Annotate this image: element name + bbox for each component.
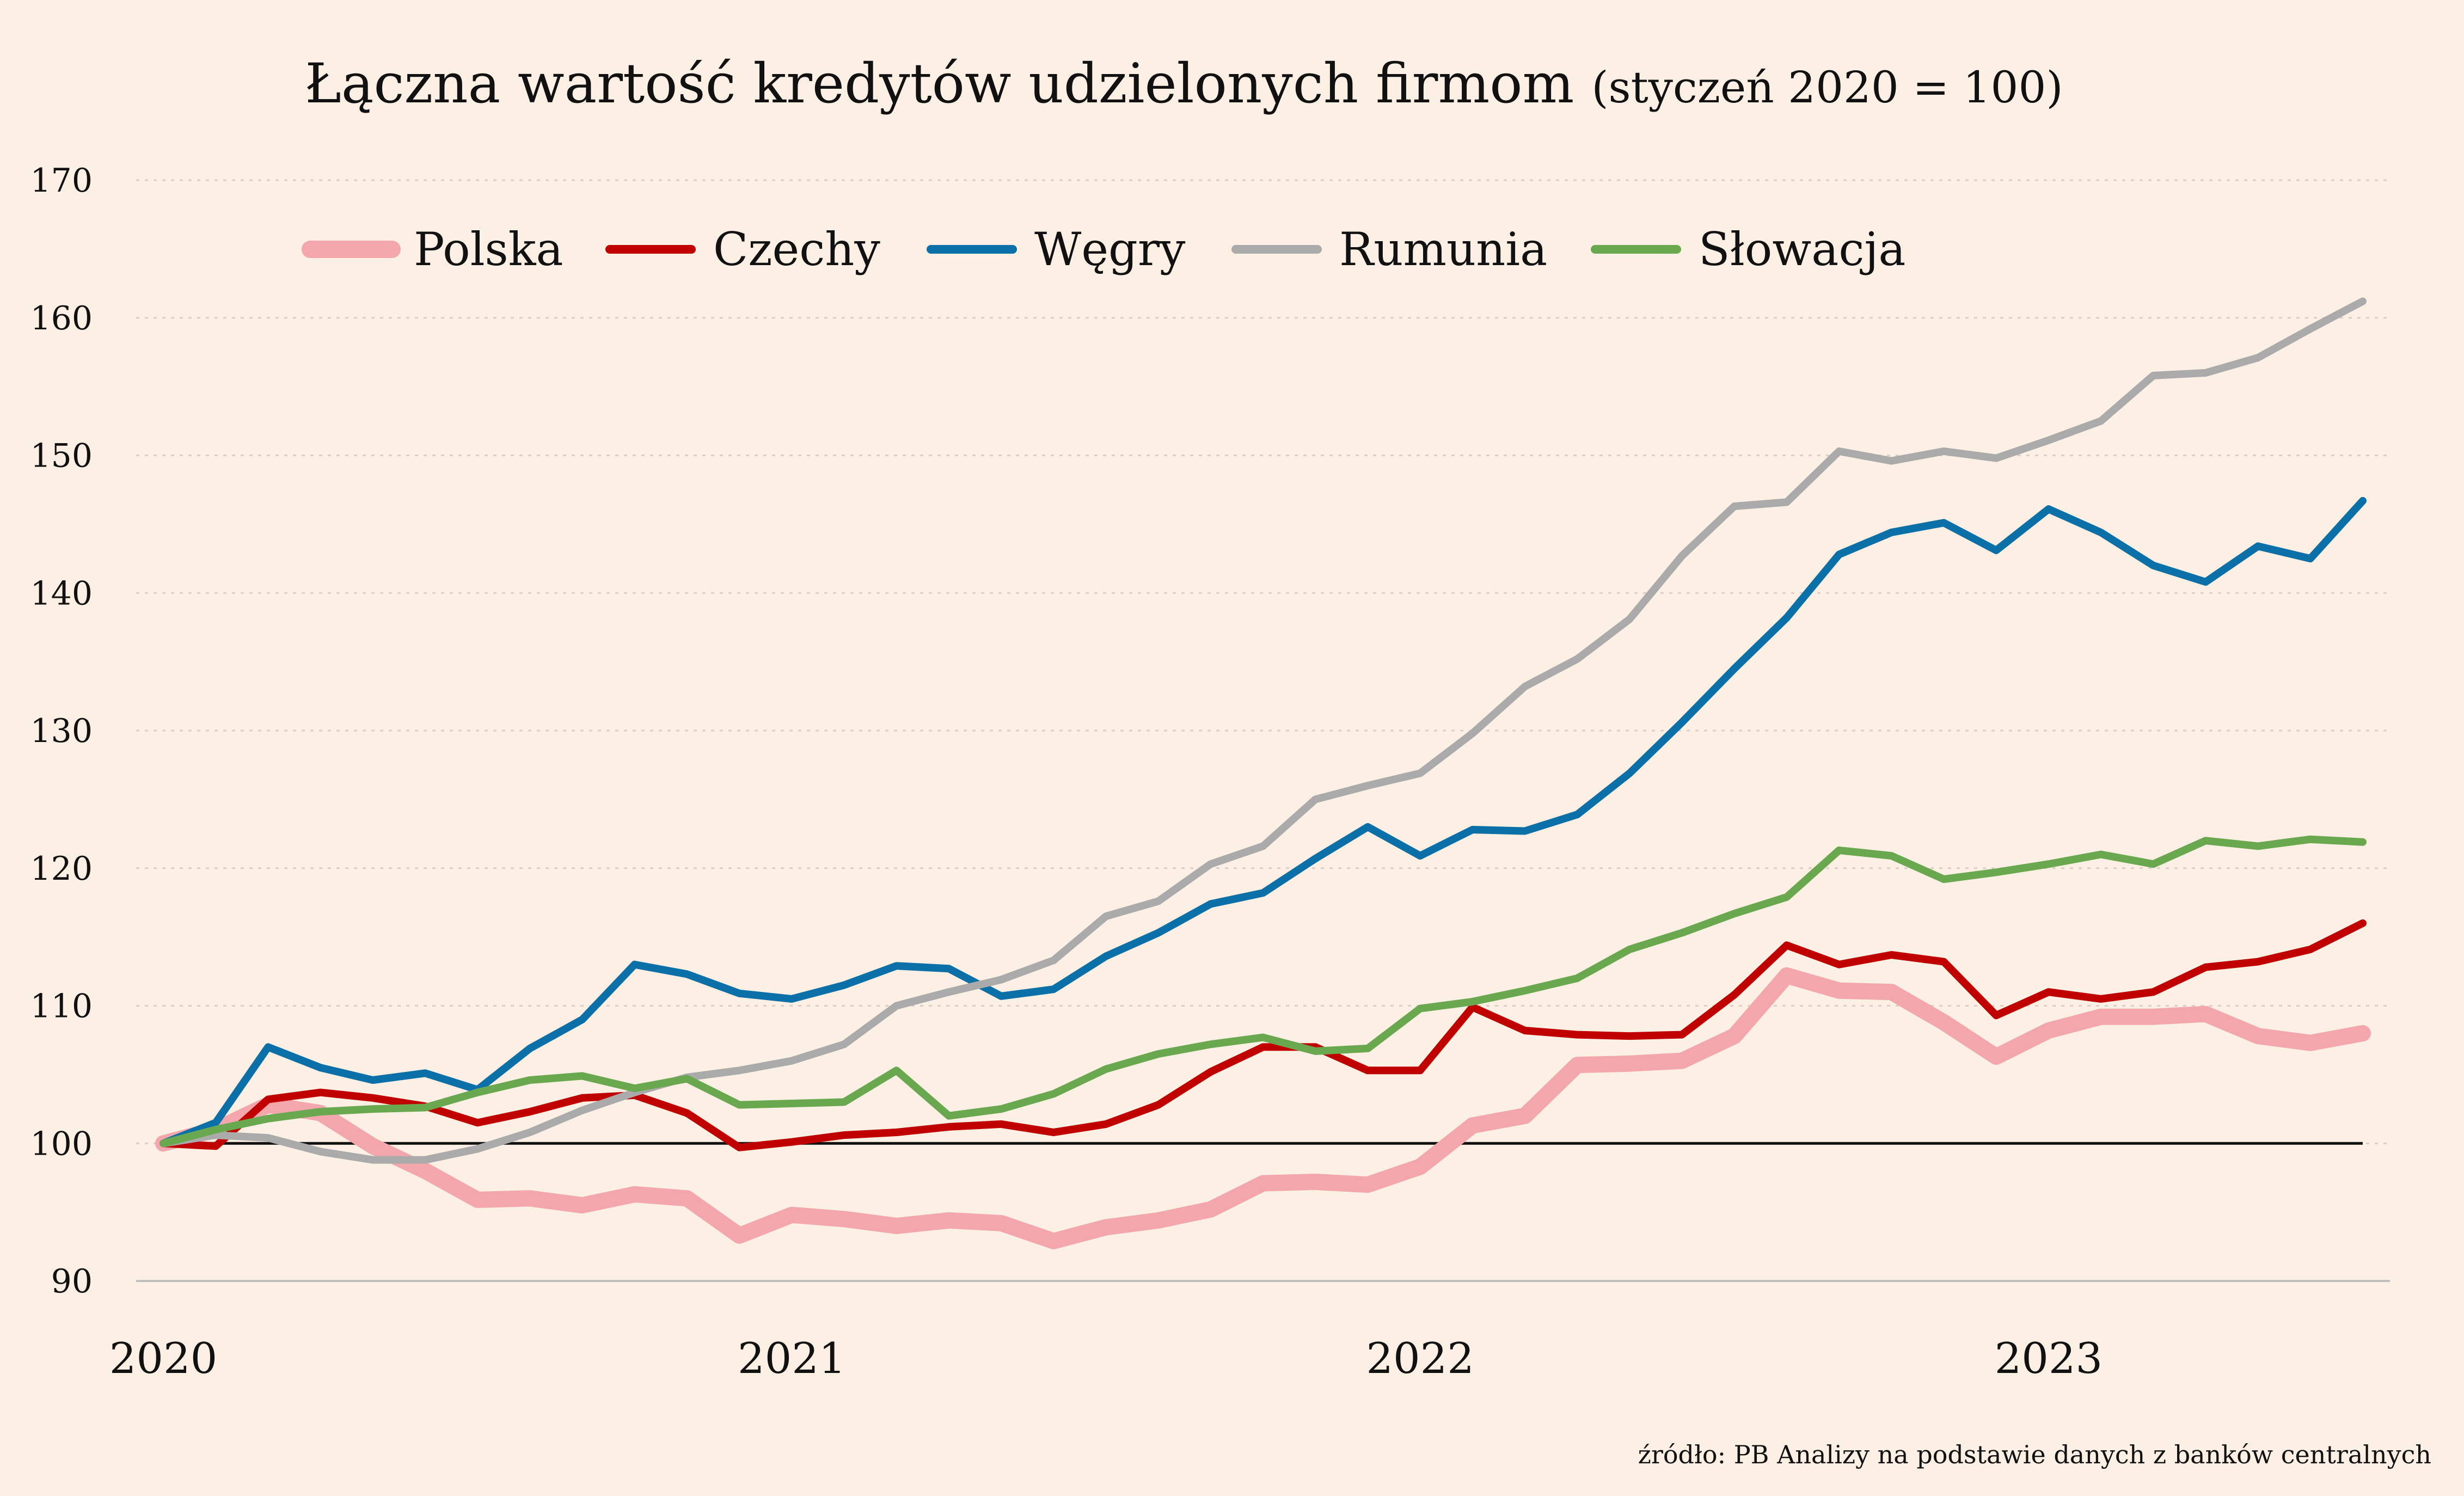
y-tick-label-160: 160 (30, 299, 93, 338)
legend: Polska Czechy Węgry Rumunia Słowacja (302, 223, 1906, 276)
y-tick-label-110: 110 (30, 988, 93, 1026)
x-tick-label-2023: 2023 (1995, 1334, 2103, 1383)
legend-label-polska: Polska (414, 223, 563, 276)
series-lines (155, 297, 2371, 1249)
legend-label-czechy: Czechy (713, 223, 880, 276)
legend-label-słowacja: Słowacja (1699, 223, 1906, 276)
legend-label-rumunia: Rumunia (1339, 223, 1547, 276)
x-tick-label-2020: 2020 (109, 1334, 218, 1383)
series-line-rumunia (160, 297, 2367, 1164)
series-line-czechy (160, 919, 2367, 1151)
chart-title-subtitle: (styczeń 2020 = 100) (1591, 62, 2063, 113)
y-tick-label-170: 170 (30, 162, 93, 200)
x-axis-ticks: 2020 2021 2022 2023 (109, 1334, 2103, 1383)
chart-title: Łączna wartość kredytów udzielonych firm… (305, 52, 2063, 115)
y-axis-ticks: 90 100 110 120 130 140 150 160 170 (30, 162, 93, 1301)
chart-title-main: Łączna wartość kredytów udzielonych firm… (305, 52, 1574, 115)
series-line-polska (155, 967, 2371, 1249)
y-tick-label-100: 100 (30, 1125, 93, 1163)
source-note: źródło: PB Analizy na podstawie danych z… (1638, 1440, 2431, 1469)
x-tick-label-2021: 2021 (738, 1334, 846, 1383)
y-tick-label-140: 140 (30, 574, 93, 612)
x-tick-label-2022: 2022 (1366, 1334, 1474, 1383)
y-tick-label-120: 120 (30, 850, 93, 888)
series-line-węgry (160, 496, 2367, 1148)
legend-label-węgry: Węgry (1034, 223, 1186, 276)
y-tick-label-130: 130 (30, 712, 93, 750)
y-tick-label-90: 90 (51, 1262, 93, 1301)
y-tick-label-150: 150 (30, 437, 93, 475)
series-line-słowacja (160, 835, 2367, 1148)
